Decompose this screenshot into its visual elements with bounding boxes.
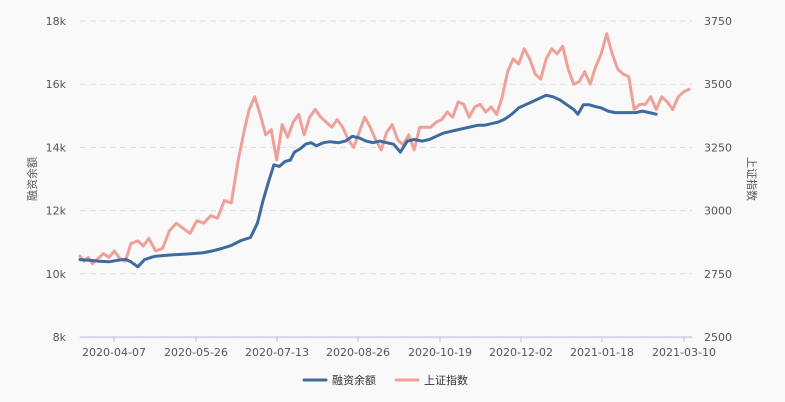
y-left-tick-label: 14k	[46, 141, 67, 154]
y-left-tick-label: 8k	[53, 331, 67, 344]
x-tick-label: 2020-08-26	[326, 346, 390, 359]
legend-item[interactable]: 上证指数	[394, 373, 468, 387]
y-left-tick-label: 16k	[46, 78, 67, 91]
x-tick-label: 2020-04-07	[82, 346, 146, 359]
y-right-tick-label: 3000	[704, 205, 732, 218]
series-line-margin-balance	[78, 93, 658, 269]
legend-label: 上证指数	[424, 373, 468, 387]
legend-item[interactable]: 融资余额	[302, 373, 376, 387]
x-tick-label: 2020-05-26	[164, 346, 228, 359]
y-left-tick-label: 12k	[46, 205, 67, 218]
y-left-axis-title: 融资余额	[25, 157, 39, 201]
y-right-axis-title: 上证指数	[745, 157, 759, 201]
legend-label: 融资余额	[332, 373, 376, 387]
tick-labels: 8k 10k 12k 14k 16k 18k 2500 2750 3000 3250 3500 375…	[25, 15, 759, 359]
y-right-tick-label: 2500	[704, 331, 732, 344]
y-right-tick-label: 3500	[704, 78, 732, 91]
x-tick-label: 2021-01-18	[570, 346, 634, 359]
series-lines	[78, 32, 691, 269]
legend[interactable]: 融资余额 上证指数	[302, 373, 468, 387]
y-right-tick-label: 2750	[704, 268, 732, 281]
x-tick-label: 2020-07-13	[245, 346, 309, 359]
y-right-tick-label: 3750	[704, 15, 732, 28]
x-tick-label: 2020-12-02	[489, 346, 553, 359]
y-right-tick-label: 3250	[704, 141, 732, 154]
x-tick-label: 2020-10-19	[408, 346, 472, 359]
y-left-tick-label: 18k	[46, 15, 67, 28]
series-line-sse-index	[78, 32, 691, 266]
axes	[79, 336, 693, 342]
y-left-tick-label: 10k	[46, 268, 67, 281]
x-tick-label: 2021-03-10	[652, 346, 716, 359]
